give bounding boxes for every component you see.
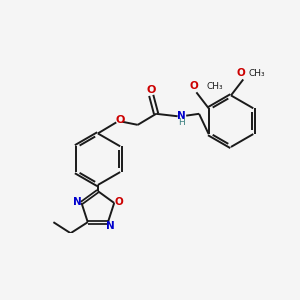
Text: O: O — [236, 68, 245, 78]
Text: O: O — [190, 81, 198, 91]
Text: O: O — [146, 85, 156, 95]
Text: O: O — [115, 115, 124, 125]
Text: N: N — [73, 197, 82, 207]
Text: N: N — [177, 111, 186, 121]
Text: O: O — [114, 197, 123, 207]
Text: CH₃: CH₃ — [206, 82, 223, 91]
Text: N: N — [106, 221, 115, 232]
Text: H: H — [178, 118, 185, 127]
Text: CH₃: CH₃ — [248, 69, 265, 78]
